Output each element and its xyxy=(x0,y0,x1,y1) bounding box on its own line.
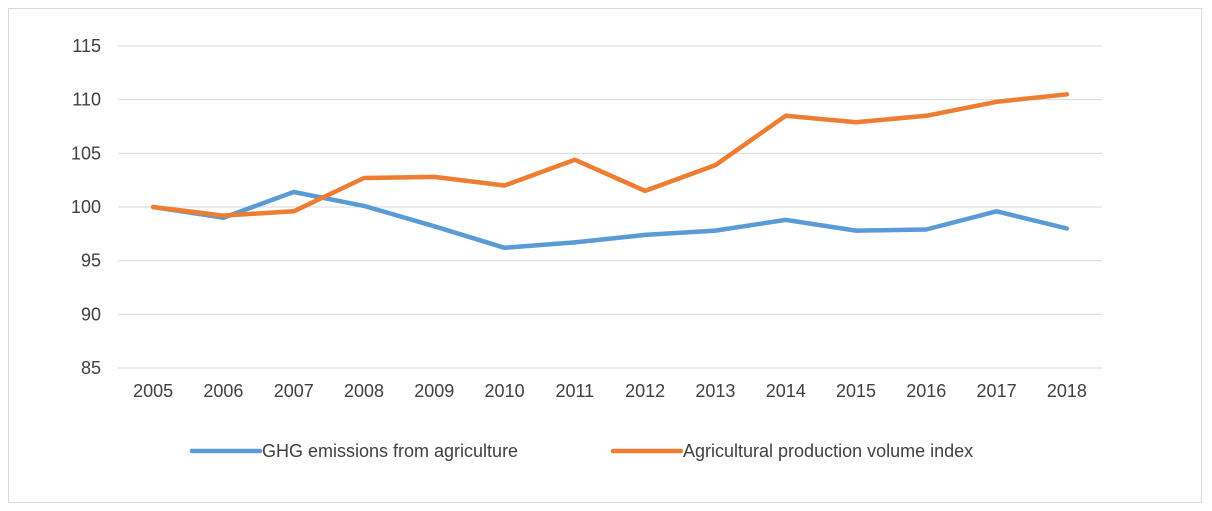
x-tick-label: 2008 xyxy=(344,381,384,401)
y-tick-label: 100 xyxy=(71,197,101,217)
x-tick-label: 2007 xyxy=(274,381,314,401)
legend-label-1: Agricultural production volume index xyxy=(683,441,973,461)
x-tick-label: 2018 xyxy=(1047,381,1087,401)
x-tick-label: 2014 xyxy=(766,381,806,401)
y-axis-ticks: 85 90 95 100 105 110 115 xyxy=(71,36,101,378)
legend-label-0: GHG emissions from agriculture xyxy=(262,441,518,461)
x-tick-label: 2005 xyxy=(133,381,173,401)
chart-frame xyxy=(8,8,1202,503)
series-line-0 xyxy=(150,189,1070,251)
y-tick-label: 95 xyxy=(81,251,101,271)
series-line-1 xyxy=(150,92,1070,218)
y-tick-label: 90 xyxy=(81,304,101,324)
y-tick-label: 115 xyxy=(72,36,101,56)
y-tick-label: 85 xyxy=(81,358,101,378)
x-tick-label: 2009 xyxy=(414,381,454,401)
legend: GHG emissions from agriculture Agricultur… xyxy=(189,441,973,461)
x-tick-label: 2016 xyxy=(906,381,946,401)
gridlines xyxy=(118,45,1102,369)
series-lines xyxy=(150,92,1070,251)
x-tick-label: 2011 xyxy=(555,381,594,401)
x-tick-label: 2017 xyxy=(977,381,1017,401)
x-tick-label: 2012 xyxy=(625,381,665,401)
y-tick-label: 105 xyxy=(71,143,101,163)
x-tick-label: 2015 xyxy=(836,381,876,401)
x-tick-label: 2013 xyxy=(695,381,735,401)
y-tick-label: 110 xyxy=(72,90,101,110)
x-axis-ticks: 2005 2006 2007 2008 2009 2010 2011 2012 2013 2014… xyxy=(133,381,1087,401)
x-tick-label: 2006 xyxy=(203,381,243,401)
x-tick-label: 2010 xyxy=(485,381,525,401)
